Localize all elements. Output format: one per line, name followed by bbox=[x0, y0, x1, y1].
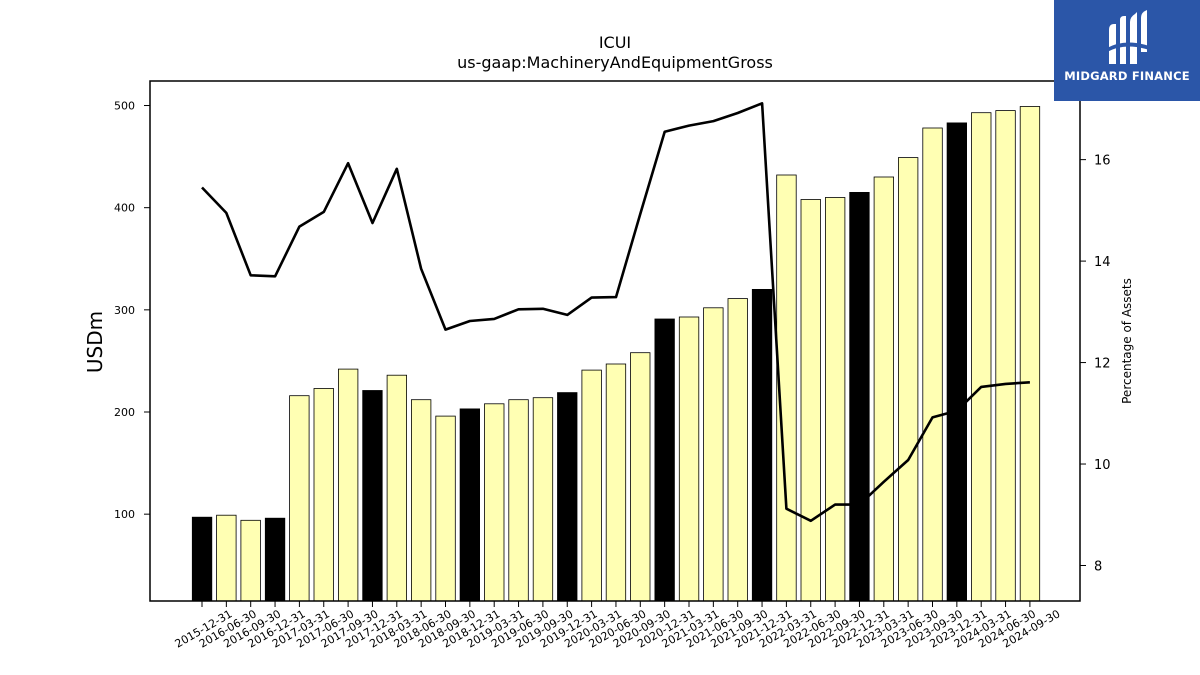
right-axis: 8 10 12 14 16 bbox=[1080, 154, 1111, 574]
bar bbox=[581, 369, 602, 602]
y2-tick-label: 12 bbox=[1094, 357, 1111, 372]
midgard-logo-icon bbox=[1107, 10, 1149, 64]
bar bbox=[532, 397, 554, 602]
bar bbox=[484, 403, 505, 602]
y-tick-label: 100 bbox=[114, 508, 135, 521]
bar bbox=[971, 112, 992, 602]
chart-title: ICUI bbox=[599, 33, 631, 52]
bar bbox=[435, 415, 456, 602]
y-tick-label: 500 bbox=[114, 100, 135, 113]
bar bbox=[557, 392, 578, 602]
bar bbox=[1019, 106, 1041, 602]
y2-tick-label: 14 bbox=[1094, 255, 1111, 270]
bar bbox=[946, 122, 967, 602]
brand-logo: MIDGARD FINANCE bbox=[1054, 0, 1200, 101]
y-tick-label: 400 bbox=[114, 202, 135, 215]
logo-text: MIDGARD FINANCE bbox=[1064, 69, 1190, 83]
bar bbox=[362, 390, 383, 602]
bar bbox=[849, 191, 870, 602]
line-series bbox=[201, 102, 1030, 523]
bar bbox=[216, 514, 237, 602]
y2-axis-label: Percentage of Assets bbox=[1120, 278, 1134, 404]
bar bbox=[995, 110, 1016, 602]
y-tick-label: 200 bbox=[114, 406, 135, 419]
x-axis: 2015-12-312016-06-302016-09-302016-12-31… bbox=[173, 601, 1062, 651]
bar bbox=[630, 352, 651, 602]
bar bbox=[459, 408, 481, 602]
y2-tick-label: 8 bbox=[1094, 559, 1102, 574]
bar bbox=[337, 368, 359, 602]
percentage-line bbox=[201, 102, 1030, 523]
chart-subtitle: us-gaap:MachineryAndEquipmentGross bbox=[457, 53, 773, 72]
bar bbox=[410, 399, 432, 602]
bar bbox=[191, 516, 213, 602]
bar bbox=[873, 176, 894, 602]
y-axis-label: USDm bbox=[83, 311, 107, 373]
bar bbox=[289, 395, 310, 602]
y2-tick-label: 16 bbox=[1094, 154, 1111, 169]
bar bbox=[313, 388, 334, 602]
bar bbox=[825, 197, 846, 602]
bar bbox=[898, 157, 919, 602]
bar bbox=[508, 399, 529, 602]
y2-tick-label: 10 bbox=[1094, 458, 1111, 473]
y-tick-label: 300 bbox=[114, 304, 135, 317]
bar bbox=[678, 316, 700, 602]
bar bbox=[386, 374, 408, 602]
bar bbox=[264, 517, 286, 602]
bar-series bbox=[191, 106, 1041, 602]
plot-frame bbox=[149, 80, 1081, 602]
bar bbox=[654, 318, 675, 602]
bar bbox=[922, 127, 943, 602]
bar bbox=[605, 363, 627, 602]
bar bbox=[727, 298, 748, 602]
bar bbox=[703, 307, 724, 602]
bar bbox=[800, 199, 821, 602]
bar bbox=[751, 288, 773, 602]
left-axis: 100 200 300 400 500 bbox=[114, 100, 150, 521]
bar bbox=[240, 519, 261, 602]
